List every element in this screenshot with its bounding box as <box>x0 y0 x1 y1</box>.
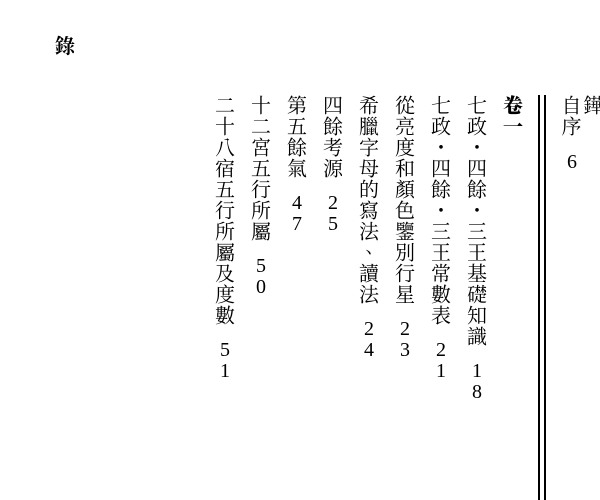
rule-line <box>544 95 546 500</box>
toc-entry-text: 二十八宿五行所屬及度數 <box>215 95 236 326</box>
toc-volume-heading: 卷一 <box>502 95 524 137</box>
toc-entry: 七政・四餘・三王常數表 21 <box>430 95 452 382</box>
toc-entry: 二十八宿五行所屬及度數 51 <box>214 95 236 382</box>
toc-entry: 希臘字母的寫法、讀法 24 <box>358 95 380 361</box>
toc-entry-page: 21 <box>436 340 446 382</box>
toc-entry: 第五餘氣 47 <box>286 95 308 235</box>
toc-entry-page: 24 <box>364 319 374 361</box>
toc-entry-text: 從亮度和顏色鑒別行星 <box>395 95 416 305</box>
toc-entry: 十二宮五行所屬 50 <box>250 95 272 298</box>
toc-entry-page: 18 <box>472 361 482 403</box>
rule-line <box>538 95 540 500</box>
toc-entry-page: 6 <box>560 151 583 174</box>
toc-entry-page: 47 <box>292 193 302 235</box>
toc-entry: 七政・四餘・三王基礎知識 18 <box>466 95 488 403</box>
toc-entry-text: 七政・四餘・三王基礎知識 <box>467 95 488 347</box>
toc-entry-text: 十二宮五行所屬 <box>251 95 272 242</box>
toc-entry: 自序 6 <box>560 95 583 174</box>
toc-entry-page: 50 <box>256 256 266 298</box>
toc-columns: 自序 6 卷一 七政・四餘・三王基礎知識 18 七政・四餘・三王常數表 21 從… <box>80 95 590 500</box>
toc-entry-text: 希臘字母的寫法、讀法 <box>359 95 380 305</box>
toc-entry-page: 23 <box>400 319 410 361</box>
toc-entry: 四餘考源 25 <box>322 95 344 235</box>
toc-entry-text: 第五餘氣 <box>287 95 308 179</box>
toc-entry-text: 七政・四餘・三王常數表 <box>431 95 452 326</box>
double-rule <box>536 95 548 500</box>
page: 錄 鏵 自序 6 卷一 七政・四餘・三王基礎知識 18 七政・四餘・三王常數表 … <box>0 0 600 500</box>
toc-heading-text: 卷一 <box>503 95 524 137</box>
toc-entry-text: 自序 <box>561 95 582 137</box>
toc-title: 錄 <box>55 30 77 59</box>
toc-entry-page: 51 <box>220 340 230 382</box>
toc-entry-text: 四餘考源 <box>323 95 344 179</box>
toc-entry-page: 25 <box>328 193 338 235</box>
toc-entry: 從亮度和顏色鑒別行星 23 <box>394 95 416 361</box>
